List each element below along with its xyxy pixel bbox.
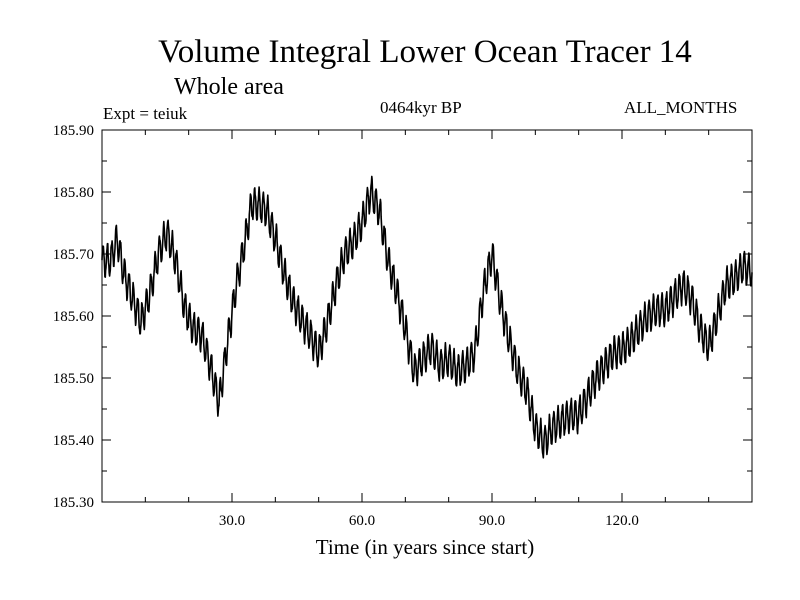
period-label: 0464kyr BP [380,98,462,117]
chart-title: Volume Integral Lower Ocean Tracer 14 [158,34,692,70]
x-tick-label: 90.0 [479,513,505,529]
months-label: ALL_MONTHS [624,98,738,117]
y-tick-label: 185.90 [53,123,94,139]
y-tick-label: 185.30 [53,495,94,511]
experiment-label: Expt = teiuk [103,104,188,123]
x-tick-label: 60.0 [349,513,375,529]
y-tick-label: 185.80 [53,185,94,201]
x-axis: 30.0 60.0 90.0 120.0 [144,130,710,529]
series-layer [101,175,753,459]
x-axis-label: Time (in years since start) [315,535,535,559]
y-tick-label: 185.50 [53,371,94,387]
chart-subtitle: Whole area [174,74,284,100]
y-tick-label: 185.70 [53,247,94,263]
plot-frame [101,129,753,503]
y-tick-label: 185.40 [53,433,94,449]
y-tick-label: 185.60 [53,309,94,325]
x-tick-label: 120.0 [605,513,639,529]
x-tick-label: 30.0 [219,513,245,529]
data-series-line [101,175,753,459]
